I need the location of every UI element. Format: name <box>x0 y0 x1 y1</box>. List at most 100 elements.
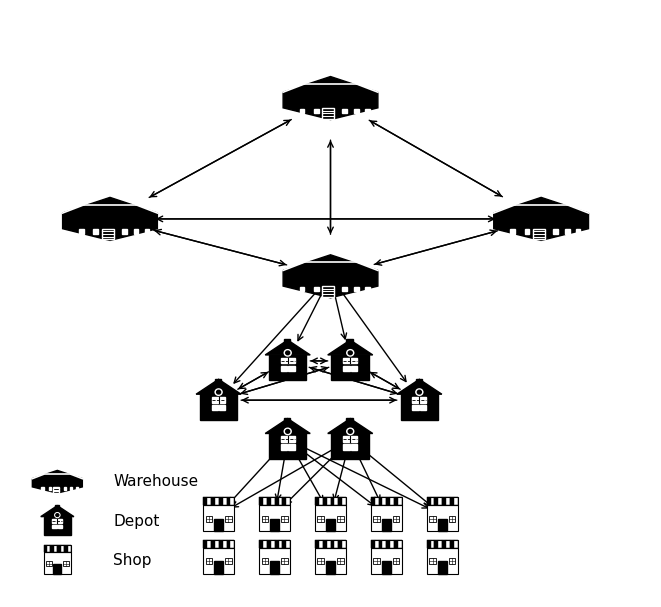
Bar <box>269 433 307 459</box>
Bar <box>327 497 330 506</box>
Circle shape <box>347 350 354 356</box>
Bar <box>47 545 50 552</box>
Bar <box>330 540 334 548</box>
Bar <box>371 548 403 574</box>
Bar <box>258 540 290 548</box>
Polygon shape <box>494 197 588 222</box>
Bar <box>215 540 219 548</box>
Bar <box>288 365 295 371</box>
Bar <box>48 487 51 490</box>
Bar <box>446 540 450 548</box>
Bar <box>212 397 225 402</box>
Circle shape <box>215 389 222 395</box>
Bar <box>227 540 231 548</box>
Bar <box>373 558 379 565</box>
Polygon shape <box>397 379 442 394</box>
Bar <box>430 497 434 506</box>
Bar <box>266 540 270 548</box>
Circle shape <box>416 389 423 395</box>
Bar <box>215 379 221 388</box>
Bar <box>93 229 98 234</box>
Bar <box>565 229 570 234</box>
Bar <box>351 365 357 371</box>
Bar <box>281 365 288 371</box>
Bar <box>334 540 338 548</box>
Bar <box>354 109 359 113</box>
Bar <box>299 109 305 113</box>
Bar <box>371 540 375 548</box>
Bar <box>342 109 347 113</box>
Polygon shape <box>63 197 157 222</box>
Bar <box>326 561 335 574</box>
Bar <box>270 540 274 548</box>
Circle shape <box>286 351 290 354</box>
Bar <box>393 558 399 565</box>
Circle shape <box>284 350 292 356</box>
Bar <box>219 540 223 548</box>
Polygon shape <box>494 213 541 240</box>
Polygon shape <box>110 213 157 240</box>
Bar <box>50 545 54 552</box>
Bar <box>576 229 580 234</box>
Bar <box>262 540 266 548</box>
Bar <box>274 497 278 506</box>
Polygon shape <box>41 506 74 517</box>
Bar <box>337 558 344 565</box>
Bar <box>525 229 529 234</box>
Bar <box>334 497 338 506</box>
Bar <box>450 540 454 548</box>
Bar <box>79 229 84 234</box>
Bar <box>342 497 346 506</box>
Bar <box>206 516 212 522</box>
Bar <box>207 497 211 506</box>
Bar <box>270 519 279 531</box>
Bar <box>330 497 334 506</box>
Polygon shape <box>58 479 83 493</box>
Bar <box>67 545 71 552</box>
Bar <box>278 540 282 548</box>
Bar <box>438 497 442 506</box>
Bar <box>63 561 69 566</box>
Bar <box>387 540 391 548</box>
Circle shape <box>417 390 421 394</box>
Bar <box>327 540 330 548</box>
Bar <box>331 355 369 381</box>
Polygon shape <box>32 470 83 483</box>
Bar <box>315 497 346 506</box>
Bar <box>382 561 391 574</box>
Bar <box>203 497 235 506</box>
Bar <box>200 394 237 419</box>
Bar <box>231 497 235 506</box>
Bar <box>454 497 458 506</box>
Bar <box>281 436 295 442</box>
Bar <box>219 497 223 506</box>
Bar <box>231 540 235 548</box>
Bar <box>343 436 357 442</box>
Bar <box>346 339 353 349</box>
Bar <box>430 516 436 522</box>
Circle shape <box>284 428 292 435</box>
Circle shape <box>55 513 60 517</box>
Bar <box>206 558 212 565</box>
Bar <box>331 433 369 459</box>
Circle shape <box>56 514 59 517</box>
Polygon shape <box>265 340 310 355</box>
Polygon shape <box>541 213 588 240</box>
Bar <box>399 540 403 548</box>
Bar <box>438 540 442 548</box>
Bar <box>212 405 218 410</box>
Bar <box>227 497 231 506</box>
Bar <box>343 365 350 371</box>
Bar <box>430 540 434 548</box>
Bar <box>52 524 57 529</box>
Bar <box>346 418 353 427</box>
Bar <box>286 497 290 506</box>
Bar <box>44 545 71 552</box>
Bar <box>426 548 458 574</box>
Bar <box>284 418 290 427</box>
Bar <box>371 506 403 531</box>
Bar <box>449 558 455 565</box>
Bar <box>319 540 323 548</box>
Bar <box>258 548 290 574</box>
Bar <box>315 540 346 548</box>
